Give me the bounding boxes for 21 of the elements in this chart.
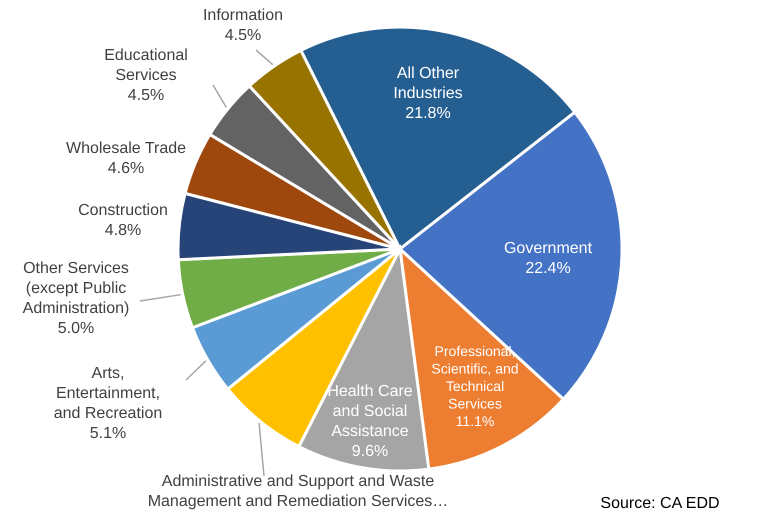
slice-label: Arts, Entertainment, and Recreation <box>54 365 162 422</box>
slice-label: All Other Industries <box>393 65 463 102</box>
slice-label: Other Services (except Public Administration) <box>22 260 130 317</box>
slice-label: Wholesale Trade <box>66 140 186 157</box>
data-label: 5.1% <box>90 425 126 442</box>
source-note: Source: CA EDD <box>600 495 720 512</box>
data-label: 22.4% <box>525 260 571 277</box>
slice-label: Government <box>504 240 593 257</box>
data-label: 4.6% <box>108 160 144 177</box>
slice-label: Information <box>202 7 284 24</box>
data-label: 9.6% <box>352 443 388 460</box>
data-label: 4.5% <box>128 87 164 104</box>
slice-label: Educational Services <box>104 47 188 84</box>
data-label: 11.1% <box>456 413 494 429</box>
data-label: 21.8% <box>405 105 451 122</box>
data-label: 5.0% <box>58 320 94 337</box>
data-label: 4.5% <box>224 27 262 44</box>
slice-label: Health Care and Social Assistance <box>327 383 413 440</box>
slice-label: Administrative and Support and Waste Management and Remediation Services… <box>148 473 448 510</box>
data-label: 4.8% <box>104 222 142 239</box>
slice-label: Construction <box>78 202 168 219</box>
